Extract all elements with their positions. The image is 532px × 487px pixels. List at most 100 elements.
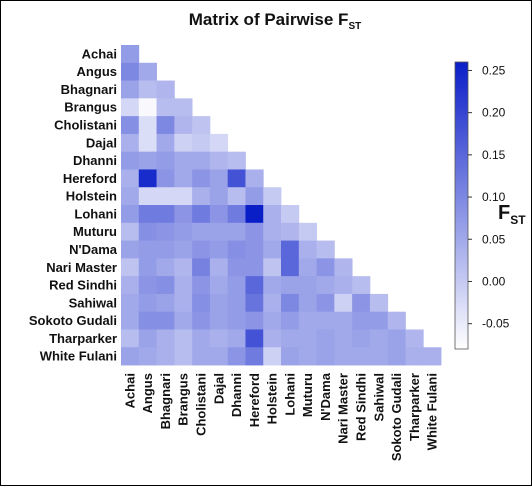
heatmap-cell bbox=[245, 240, 264, 259]
heatmap-cell bbox=[192, 205, 211, 224]
heatmap-cell bbox=[405, 329, 424, 348]
heatmap-cell bbox=[192, 222, 211, 241]
row-label: White Fulani bbox=[40, 349, 117, 364]
heatmap-cell bbox=[192, 169, 211, 188]
row-label: Lohani bbox=[74, 206, 117, 221]
heatmap-cell bbox=[298, 240, 317, 259]
row-label: Nari Master bbox=[46, 260, 117, 275]
column-label: Cholistani bbox=[194, 373, 209, 436]
heatmap-cell bbox=[121, 240, 140, 259]
heatmap-cell bbox=[156, 258, 175, 277]
heatmap-cell bbox=[281, 347, 300, 366]
heatmap-cell bbox=[192, 187, 211, 206]
heatmap-cell bbox=[174, 240, 193, 259]
heatmap-cell bbox=[156, 98, 175, 117]
heatmap-cell bbox=[369, 311, 389, 330]
heatmap-cell bbox=[192, 258, 211, 277]
heatmap-cell bbox=[227, 311, 246, 330]
heatmap-cell bbox=[245, 169, 264, 188]
heatmap-cell bbox=[121, 311, 140, 330]
heatmap-cell bbox=[227, 151, 246, 170]
row-label: Muturu bbox=[73, 224, 117, 239]
heatmap-cell bbox=[121, 80, 140, 99]
heatmap-cell bbox=[192, 276, 211, 295]
heatmap-cell bbox=[387, 347, 406, 366]
heatmap-cell bbox=[263, 258, 282, 277]
heatmap-cell bbox=[138, 222, 157, 241]
heatmap-cell bbox=[263, 347, 282, 366]
heatmap-cell bbox=[281, 311, 300, 330]
heatmap-cell bbox=[387, 311, 406, 330]
heatmap-cell bbox=[192, 347, 211, 366]
heatmap-cell bbox=[298, 329, 317, 348]
heatmap-cell bbox=[209, 347, 229, 366]
heatmap-cell bbox=[156, 293, 175, 313]
colorbar-tick-label: 0.20 bbox=[482, 106, 506, 120]
heatmap-cell bbox=[121, 293, 140, 313]
heatmap-cell bbox=[138, 169, 157, 188]
heatmap-cell bbox=[156, 133, 175, 153]
heatmap-cell bbox=[227, 205, 246, 224]
row-label: Holstein bbox=[66, 189, 117, 204]
heatmap-cell bbox=[174, 258, 193, 277]
heatmap-cell bbox=[174, 222, 193, 241]
heatmap-cell bbox=[192, 329, 211, 348]
row-label: Hereford bbox=[63, 171, 117, 186]
row-label: Sahiwal bbox=[69, 295, 117, 310]
heatmap-cell bbox=[209, 151, 229, 170]
heatmap-cell bbox=[227, 258, 246, 277]
heatmap-cells bbox=[121, 45, 442, 366]
heatmap-cell bbox=[138, 98, 157, 117]
colorbar-ticks: 0.25 0.20 0.15 0.10 0.05 0.00 -0.05 bbox=[468, 63, 510, 331]
heatmap-cell bbox=[298, 293, 317, 313]
heatmap-cell bbox=[209, 311, 229, 330]
heatmap-cell bbox=[121, 116, 140, 135]
heatmap-cell bbox=[174, 311, 193, 330]
colorbar-tick-label: 0.25 bbox=[482, 63, 506, 77]
heatmap-cell bbox=[298, 222, 317, 241]
heatmap-cell bbox=[192, 116, 211, 135]
heatmap-cell bbox=[192, 151, 211, 170]
heatmap-cell bbox=[227, 347, 246, 366]
heatmap-cell bbox=[227, 187, 246, 206]
heatmap-cell bbox=[209, 293, 229, 313]
heatmap-cell bbox=[174, 133, 193, 153]
heatmap-cell bbox=[174, 151, 193, 170]
heatmap-cell bbox=[316, 276, 335, 295]
row-label: N'Dama bbox=[69, 242, 118, 257]
heatmap-cell bbox=[263, 205, 282, 224]
column-label: Dajal bbox=[211, 373, 226, 404]
heatmap-cell bbox=[352, 293, 371, 313]
column-labels: Achai Angus Bhagnari Brangus Cholistani Dajal… bbox=[122, 372, 439, 461]
colorbar-tick-label: 0.10 bbox=[482, 190, 506, 204]
heatmap-cell bbox=[209, 329, 229, 348]
heatmap-cell bbox=[138, 240, 157, 259]
heatmap-cell bbox=[263, 187, 282, 206]
heatmap-cell bbox=[121, 133, 140, 153]
row-label: Red Sindhi bbox=[49, 278, 117, 293]
heatmap-cell bbox=[245, 276, 264, 295]
heatmap-cell bbox=[174, 205, 193, 224]
heatmap-cell bbox=[316, 329, 335, 348]
heatmap-cell bbox=[316, 258, 335, 277]
colorbar-tick-label: 0.00 bbox=[482, 274, 506, 288]
heatmap-cell bbox=[209, 240, 229, 259]
heatmap-cell bbox=[245, 258, 264, 277]
heatmap-cell bbox=[121, 98, 140, 117]
colorbar-tick-label: -0.05 bbox=[482, 317, 510, 331]
heatmap-cell bbox=[138, 329, 157, 348]
column-label: Lohani bbox=[282, 373, 297, 416]
column-label: Sahiwal bbox=[371, 373, 386, 421]
heatmap-cell bbox=[281, 329, 300, 348]
heatmap-cell bbox=[263, 293, 282, 313]
heatmap-cell bbox=[174, 293, 193, 313]
heatmap-cell bbox=[298, 276, 317, 295]
heatmap-cell bbox=[334, 311, 353, 330]
heatmap-cell bbox=[334, 293, 353, 313]
heatmap-cell bbox=[352, 347, 371, 366]
heatmap-cell bbox=[263, 276, 282, 295]
column-label: Achai bbox=[122, 373, 137, 408]
heatmap-cell bbox=[209, 133, 229, 153]
